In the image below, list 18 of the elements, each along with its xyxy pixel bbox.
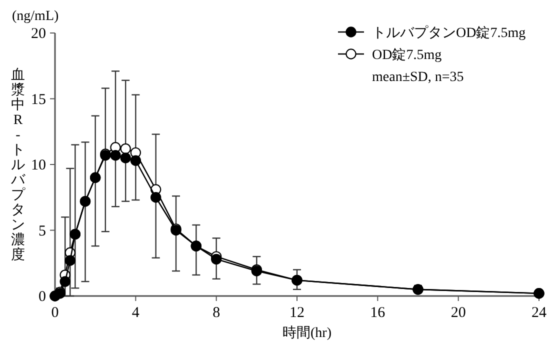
- x-tick-label: 24: [532, 305, 547, 321]
- y-tick-label: 15: [31, 92, 46, 108]
- annotation: mean±SD, n=35: [372, 70, 464, 85]
- y-tick-label: 0: [38, 289, 46, 305]
- x-axis-title: 時間(hr): [282, 325, 332, 341]
- x-tick-label: 20: [450, 305, 466, 321]
- x-tick-label: 12: [290, 305, 304, 321]
- legend-label: トルバプタンOD錠7.5mg: [372, 25, 526, 41]
- legend-label: OD錠7.5mg: [372, 47, 442, 63]
- ylabel: 血漿中R-トルバプタン濃度: [11, 68, 25, 263]
- x-tick-label: 16: [370, 305, 386, 321]
- text: (ng/mL): [12, 9, 59, 24]
- y-tick-label: 10: [31, 158, 46, 174]
- y-tick-label: 5: [38, 223, 46, 240]
- x-tick-label: 0: [51, 305, 59, 321]
- x-tick-label: 4: [132, 305, 140, 321]
- x-tick-label: 8: [212, 305, 220, 321]
- y-tick-label: 20: [31, 26, 46, 42]
